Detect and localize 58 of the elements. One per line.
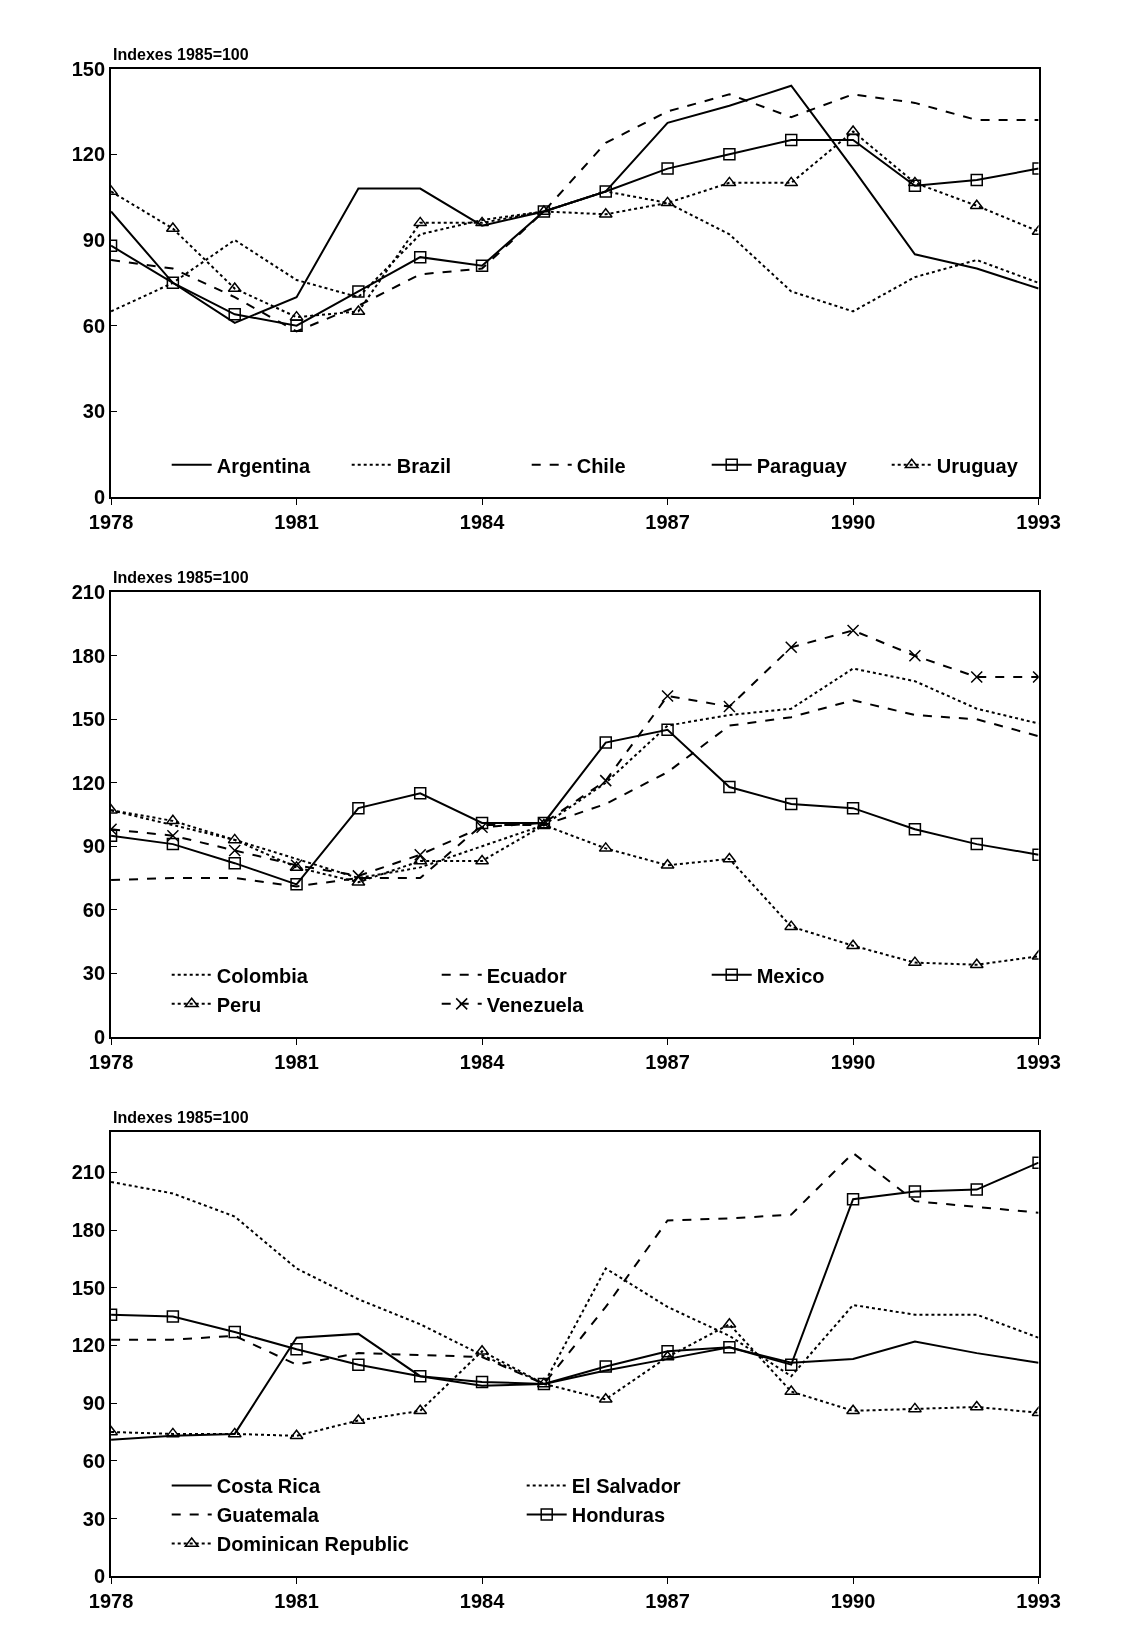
y-tick-label: 30	[82, 400, 106, 423]
x-tick-label: 1990	[830, 1590, 876, 1613]
y-tick-label: 120	[71, 1334, 106, 1357]
chart-title: Indexes 1985=100	[113, 46, 249, 63]
legend-label: Ecuador	[486, 964, 567, 987]
legend-label: Mexico	[756, 964, 825, 987]
x-tick-label: 1987	[645, 511, 690, 534]
legend-label: Costa Rica	[216, 1475, 321, 1498]
y-tick-label: 30	[82, 1507, 106, 1530]
y-tick-label: 210	[71, 581, 106, 604]
y-tick-label: 210	[71, 1161, 106, 1184]
x-tick-label: 1978	[88, 1050, 134, 1073]
x-tick-label: 1990	[830, 511, 876, 534]
y-tick-label: 150	[71, 1276, 106, 1299]
y-tick-label: 150	[71, 708, 106, 731]
x-tick-label: 1978	[88, 1590, 134, 1613]
legend-label: Brazil	[396, 454, 452, 477]
chart-title: Indexes 1985=100	[113, 569, 249, 586]
legend-label: Peru	[216, 993, 262, 1016]
x-tick-label: 1987	[645, 1050, 690, 1073]
x-tick-label: 1993	[1016, 1050, 1061, 1073]
y-tick-label: 180	[71, 1219, 106, 1242]
x-tick-label: 1984	[459, 1050, 506, 1073]
y-tick-label: 60	[82, 314, 106, 337]
x-tick-label: 1981	[274, 1590, 319, 1613]
legend-label: El Salvador	[571, 1475, 681, 1498]
x-tick-label: 1981	[274, 1050, 319, 1073]
x-tick-label: 1990	[830, 1050, 876, 1073]
legend-label: Uruguay	[936, 454, 1019, 477]
y-tick-label: 90	[82, 229, 106, 252]
y-tick-label: 150	[71, 57, 106, 80]
legend-label: Guatemala	[216, 1504, 320, 1527]
y-tick-label: 90	[82, 835, 106, 858]
x-tick-label: 1993	[1016, 511, 1061, 534]
y-tick-label: 90	[82, 1392, 106, 1415]
legend-label: Honduras	[571, 1504, 666, 1527]
y-tick-label: 30	[82, 962, 106, 985]
x-tick-label: 1987	[645, 1590, 690, 1613]
y-tick-label: 60	[82, 898, 106, 921]
legend-label: Dominican Republic	[216, 1533, 409, 1556]
legend-label: Paraguay	[756, 454, 848, 477]
y-tick-label: 0	[93, 1565, 106, 1588]
chart-title: Indexes 1985=100	[113, 1109, 249, 1126]
x-tick-label: 1981	[274, 511, 319, 534]
y-tick-label: 120	[71, 143, 106, 166]
x-tick-label: 1984	[459, 1590, 506, 1613]
x-tick-label: 1993	[1016, 1590, 1061, 1613]
y-tick-label: 0	[93, 1025, 106, 1048]
y-tick-label: 180	[71, 644, 106, 667]
x-tick-label: 1978	[88, 511, 134, 534]
legend-label: Colombia	[216, 964, 309, 987]
x-tick-label: 1984	[459, 511, 506, 534]
y-tick-label: 60	[82, 1449, 106, 1472]
legend-label: Venezuela	[486, 993, 585, 1016]
legend-label: Argentina	[216, 454, 311, 477]
legend-label: Chile	[576, 454, 626, 477]
y-tick-label: 120	[71, 771, 106, 794]
y-tick-label: 0	[93, 486, 106, 509]
